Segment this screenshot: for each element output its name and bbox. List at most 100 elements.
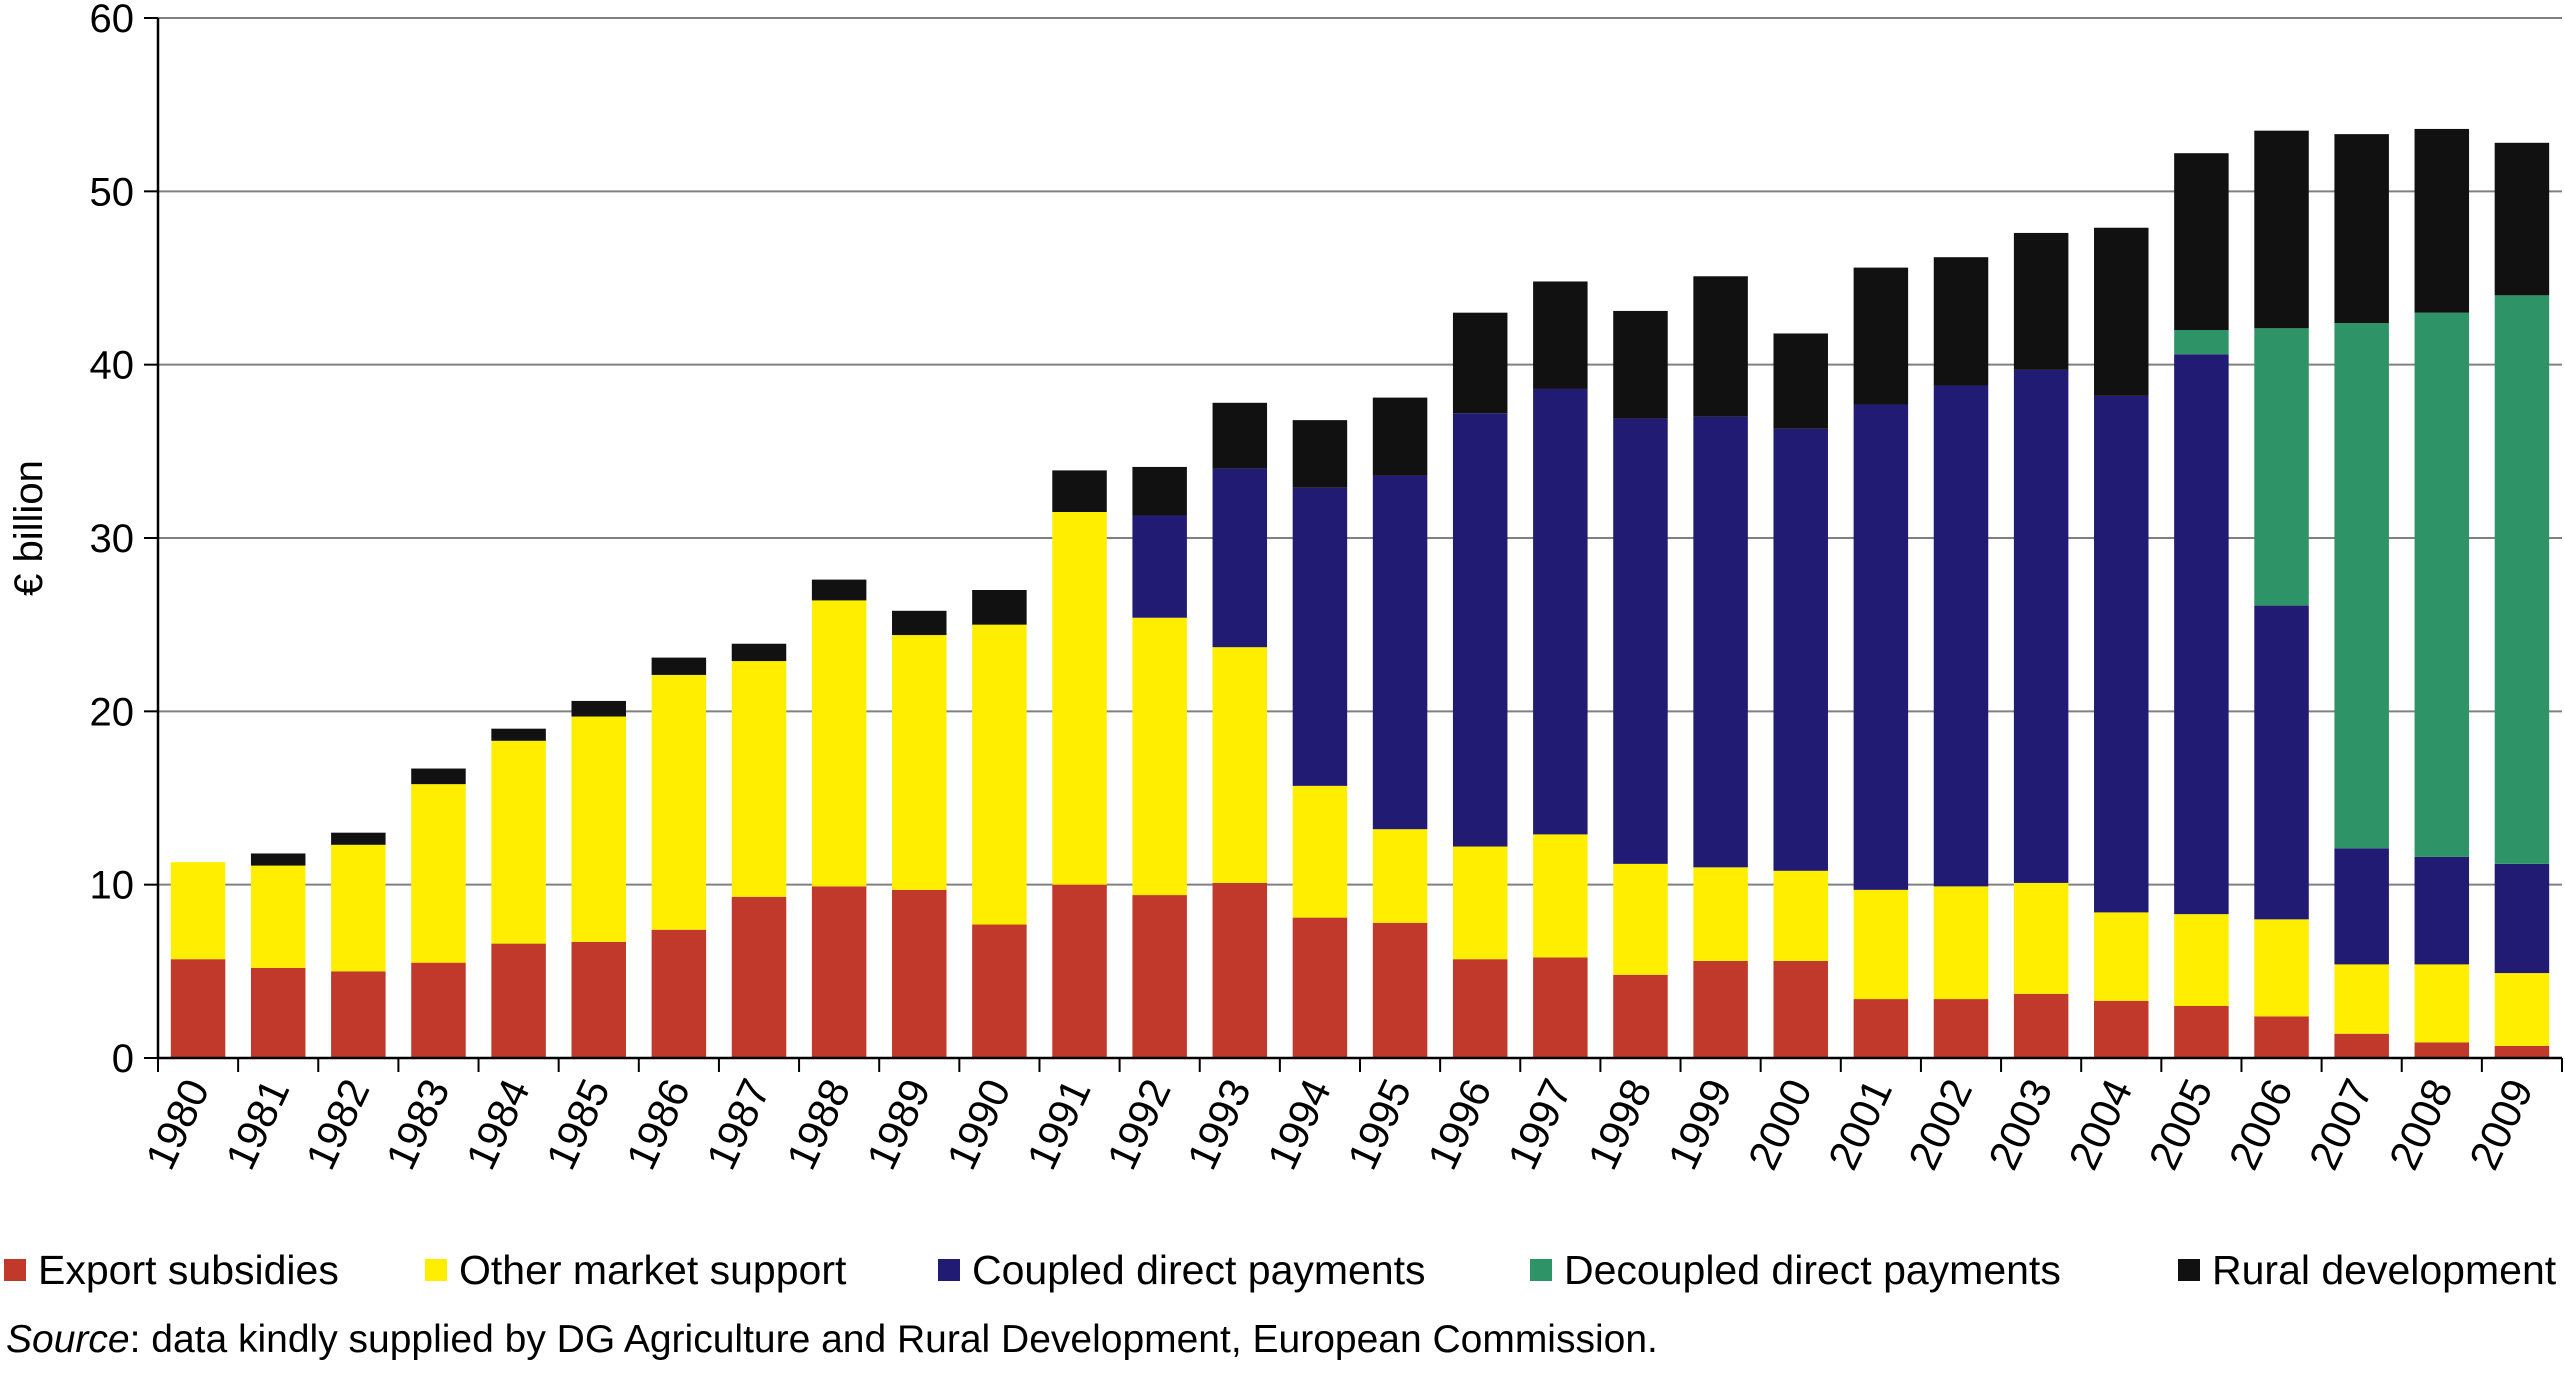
- legend-label: Rural development: [2212, 1246, 2557, 1293]
- bar-1987-series-4: [731, 643, 787, 662]
- x-tick-label: 1994: [1258, 1072, 1340, 1177]
- bar-1986-series-0: [651, 929, 707, 1058]
- bar-1986-series-1: [651, 674, 707, 930]
- bar-1999-series-1: [1693, 867, 1748, 961]
- bar-1992-series-2: [1132, 515, 1187, 618]
- x-tick-label: 1985: [537, 1072, 619, 1177]
- x-tick-label: 2004: [2059, 1072, 2141, 1177]
- bar-1994-series-1: [1292, 785, 1348, 918]
- bar-2007-series-2: [2334, 848, 2389, 965]
- bar-1984-series-4: [491, 728, 546, 741]
- bar-1984-series-1: [491, 740, 546, 944]
- axes: [144, 17, 2563, 1072]
- bar-1993-series-0: [1212, 882, 1268, 1058]
- bar-2006-series-2: [2254, 605, 2309, 920]
- bar-1996-series-4: [1452, 312, 1508, 414]
- y-tick-label: 0: [112, 1037, 134, 1081]
- x-tick-label: 1984: [457, 1072, 539, 1177]
- x-tick-label: 1989: [857, 1072, 939, 1177]
- bar-1995-series-2: [1372, 475, 1428, 830]
- bar-1981-series-4: [250, 853, 306, 866]
- legend-swatch: [4, 1259, 26, 1281]
- x-tick-label: 1987: [697, 1072, 779, 1177]
- bar-1999-series-2: [1693, 416, 1748, 868]
- bar-2003-series-0: [2013, 993, 2069, 1058]
- bar-1986-series-4: [651, 657, 707, 675]
- legend-swatch: [2178, 1259, 2200, 1281]
- legend-item-1: Other market support: [425, 1240, 846, 1300]
- bar-2008-series-2: [2414, 856, 2470, 965]
- source-text: : data kindly supplied by DG Agriculture…: [129, 1318, 1658, 1361]
- bar-1990-series-4: [972, 590, 1027, 625]
- y-tick-label: 10: [90, 864, 135, 908]
- x-tick-label: 1996: [1418, 1072, 1500, 1177]
- bar-2006-series-3: [2254, 328, 2309, 606]
- legend: Export subsidies Other market support Coup…: [0, 1240, 2565, 1300]
- x-tick-label: 1991: [1018, 1072, 1100, 1177]
- bar-1998-series-2: [1613, 418, 1668, 864]
- bar-2004-series-4: [2094, 227, 2149, 396]
- bar-1994-series-4: [1292, 420, 1348, 488]
- bar-2005-series-2: [2174, 354, 2229, 915]
- bar-1985-series-0: [571, 941, 626, 1058]
- bar-2002-series-4: [1933, 257, 1989, 386]
- bar-1998-series-0: [1613, 974, 1668, 1058]
- bar-1996-series-0: [1452, 959, 1508, 1058]
- x-tick-label: 2003: [1979, 1072, 2061, 1177]
- bar-2002-series-1: [1933, 886, 1989, 1000]
- bar-1991-series-4: [1052, 470, 1107, 512]
- y-tick-label: 50: [90, 170, 135, 214]
- bar-2001-series-2: [1853, 404, 1909, 890]
- bar-1989-series-1: [892, 635, 947, 890]
- bar-1982-series-0: [331, 971, 386, 1058]
- x-tick-label: 2000: [1739, 1072, 1821, 1177]
- x-tick-label: 1988: [777, 1072, 859, 1177]
- bar-2002-series-0: [1933, 999, 1989, 1058]
- bar-1997-series-2: [1533, 388, 1588, 835]
- bar-2004-series-2: [2094, 395, 2149, 913]
- bar-2000-series-2: [1773, 428, 1828, 871]
- y-tick-label: 30: [90, 517, 135, 561]
- bar-2006-series-4: [2254, 130, 2309, 329]
- legend-item-2: Coupled direct payments: [938, 1240, 1426, 1300]
- bar-2007-series-3: [2334, 323, 2389, 849]
- legend-item-3: Decoupled direct payments: [1530, 1240, 2061, 1300]
- bar-1983-series-0: [411, 962, 466, 1058]
- bar-1982-series-4: [331, 832, 386, 845]
- x-tick-label: 2009: [2460, 1072, 2542, 1177]
- legend-label: Decoupled direct payments: [1564, 1246, 2061, 1293]
- bars: [170, 128, 2550, 1058]
- y-tick-labels: 0 10 20 30 40 50 60: [90, 0, 135, 1081]
- x-tick-label: 2006: [2220, 1072, 2302, 1177]
- bar-2006-series-0: [2254, 1016, 2309, 1058]
- bar-1995-series-1: [1372, 829, 1428, 923]
- legend-item-4: Rural development: [2178, 1240, 2556, 1300]
- x-tick-label: 1993: [1178, 1072, 1260, 1177]
- bar-1992-series-4: [1132, 466, 1187, 516]
- bar-2009-series-0: [2494, 1045, 2550, 1058]
- bar-1989-series-4: [892, 610, 947, 636]
- bar-1985-series-4: [571, 700, 626, 717]
- bar-1994-series-0: [1292, 917, 1348, 1058]
- bar-1991-series-1: [1052, 512, 1107, 885]
- legend-item-0: Export subsidies: [4, 1240, 339, 1300]
- bar-1997-series-0: [1533, 957, 1588, 1058]
- bar-1998-series-4: [1613, 310, 1668, 419]
- bar-1995-series-4: [1372, 397, 1428, 476]
- bar-1988-series-1: [811, 600, 867, 887]
- source-prefix: Source: [6, 1318, 130, 1361]
- bar-1981-series-1: [250, 865, 306, 968]
- legend-swatch: [1530, 1259, 1552, 1281]
- bar-1999-series-0: [1693, 960, 1748, 1058]
- gridlines: [158, 17, 2562, 886]
- bar-1988-series-4: [811, 579, 867, 601]
- bar-1985-series-1: [571, 716, 626, 942]
- bar-1996-series-2: [1452, 413, 1508, 847]
- bar-1989-series-0: [892, 889, 947, 1058]
- bar-2005-series-4: [2174, 153, 2229, 330]
- x-tick-label: 2007: [2300, 1072, 2382, 1177]
- bar-1983-series-4: [411, 768, 466, 785]
- x-tick-label: 2001: [1819, 1072, 1901, 1177]
- bar-1995-series-0: [1372, 922, 1428, 1058]
- x-tick-label: 1986: [617, 1072, 699, 1177]
